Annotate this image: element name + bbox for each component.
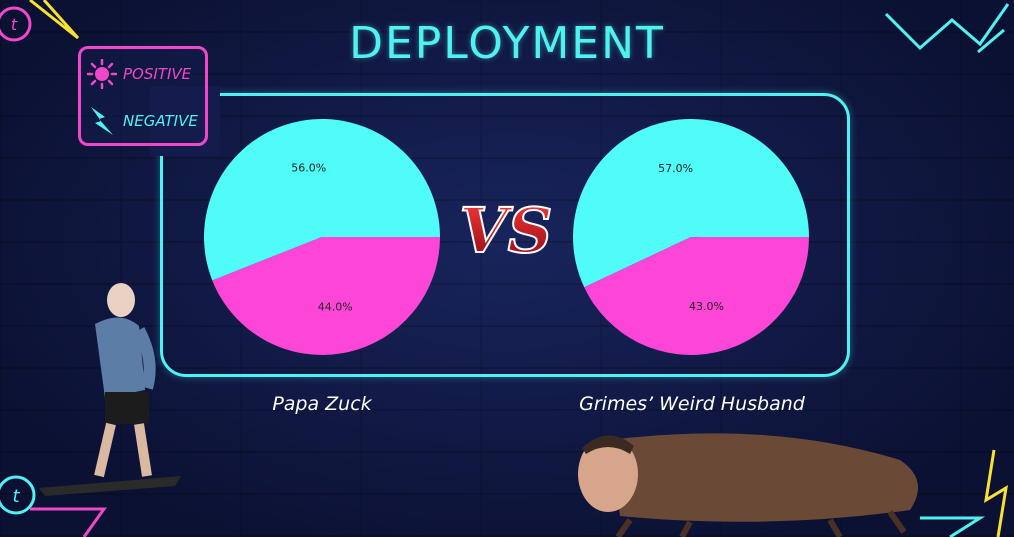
pie-label-positive: 56.0%	[291, 161, 326, 174]
caption-grimes-husband: Grimes’ Weird Husband	[579, 393, 805, 415]
pie-label-positive: 57.0%	[658, 162, 693, 175]
legend-box: POSITIVE NEGATIVE	[78, 46, 208, 146]
top-left-neon-decoration: t	[0, 0, 80, 42]
bottom-right-neon-decoration	[920, 449, 1009, 537]
surfer-figure-image	[39, 283, 181, 496]
pie-slice-positive	[204, 119, 440, 281]
bottom-left-neon-decoration: t	[0, 475, 107, 537]
legend-negative-label: NEGATIVE	[123, 112, 198, 130]
vs-text: VS	[460, 194, 553, 267]
caterpillar-figure-image	[578, 433, 918, 537]
legend-positive-label: POSITIVE	[123, 65, 192, 83]
pie-label-negative: 43.0%	[689, 300, 724, 313]
legend-negative: NEGATIVE	[87, 105, 198, 137]
pie-slice-negative	[584, 237, 809, 355]
page-title: DEPLOYMENT	[349, 18, 665, 69]
legend-positive: POSITIVE	[87, 59, 191, 89]
pie-slice-negative	[212, 237, 440, 355]
pie-chart-grimes-husband: 57.0% 43.0%	[573, 119, 809, 355]
sun-icon	[87, 59, 117, 89]
vs-badge: VS	[459, 193, 554, 268]
top-right-neon-zigzag	[884, 3, 1010, 54]
lightning-icon	[91, 107, 113, 135]
comparison-frame	[160, 93, 850, 377]
pie-slice-positive	[573, 119, 809, 288]
pie-label-negative: 44.0%	[318, 301, 353, 314]
svg-text:t: t	[12, 486, 20, 507]
pie-chart-papa-zuck: 56.0% 44.0%	[204, 119, 440, 355]
svg-text:t: t	[11, 15, 18, 34]
caption-papa-zuck: Papa Zuck	[272, 393, 372, 415]
